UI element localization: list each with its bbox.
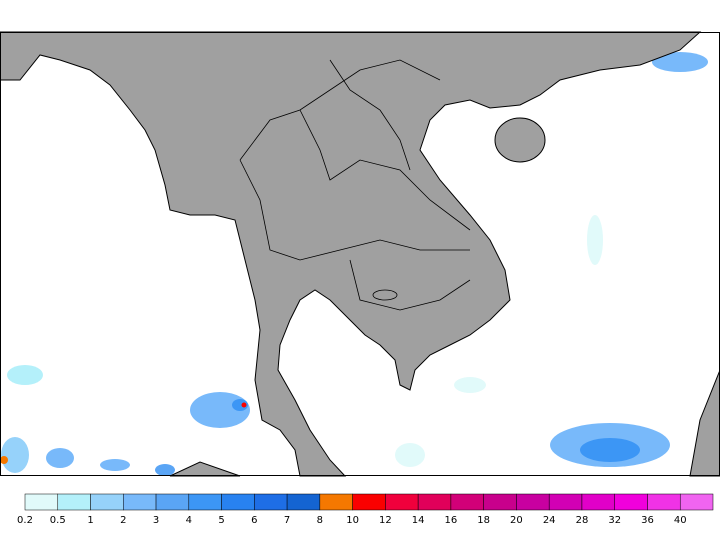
colorbar-label: 10 [346, 515, 359, 526]
colorbar-box [319, 493, 353, 511]
colorbar-label: 36 [641, 515, 654, 526]
colorbar-box [254, 493, 288, 511]
colorbar-label: 5 [218, 515, 224, 526]
colorbar-label: 24 [543, 515, 556, 526]
colorbar-label: 3 [153, 515, 159, 526]
colorbar-box [221, 493, 255, 511]
colorbar-label: 12 [379, 515, 392, 526]
colorbar-label: 28 [576, 515, 589, 526]
colorbar-label: 1 [87, 515, 93, 526]
colorbar-box [647, 493, 681, 511]
colorbar-box [57, 493, 91, 511]
colorbar-box [155, 493, 190, 511]
colorbar-label: 40 [674, 515, 687, 526]
map [0, 31, 720, 477]
colorbar-label: 2 [120, 515, 126, 526]
colorbar: 0.2 0.5 1 2 3 4 5 6 7 8 10 12 14 16 18 20 24 28 32 36 40 [17, 493, 714, 526]
colorbar-box [188, 493, 222, 511]
colorbar-box [614, 493, 648, 511]
colorbar-label: 8 [317, 515, 323, 526]
colorbar-label: 4 [186, 515, 192, 526]
hainan [494, 117, 546, 163]
colorbar-label: 14 [412, 515, 425, 526]
colorbar-label: 0.5 [50, 515, 66, 526]
colorbar-box [352, 493, 386, 511]
colorbar-box [24, 493, 59, 511]
colorbar-box [286, 493, 321, 511]
colorbar-box [385, 493, 419, 511]
colorbar-label: 18 [477, 515, 490, 526]
colorbar-box [581, 493, 615, 511]
colorbar-box [483, 493, 517, 511]
colorbar-label: 32 [608, 515, 621, 526]
borders [239, 59, 471, 311]
colorbar-box [450, 493, 484, 511]
colorbar-box [548, 493, 583, 511]
mainland [0, 31, 702, 477]
colorbar-label: 0.2 [17, 515, 33, 526]
colorbar-label: 16 [445, 515, 458, 526]
lake [372, 289, 398, 301]
colorbar-label: 7 [284, 515, 290, 526]
colorbar-label: 20 [510, 515, 523, 526]
colorbar-label: 6 [251, 515, 257, 526]
colorbar-box [417, 493, 452, 511]
colorbar-box [516, 493, 550, 511]
colorbar-box [123, 493, 157, 511]
colorbar-box [90, 493, 124, 511]
colorbar-box [679, 493, 714, 511]
